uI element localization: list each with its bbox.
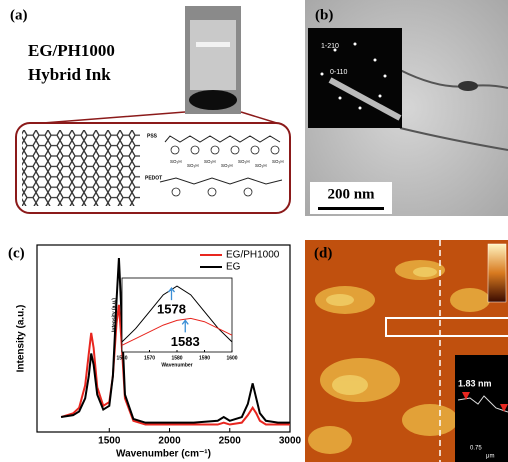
y-axis-label: Intensity (a.u.) [111, 298, 117, 332]
profile-tick: 0.75 [470, 446, 482, 452]
figure: (a) EG/PH1000 Hybrid Ink PSS PEDOT SO₃H S… [0, 0, 508, 462]
graphene-lattice [22, 130, 140, 206]
x-tick-label: 1570 [144, 355, 155, 361]
sulfonate-label: SO₃H [272, 159, 284, 164]
panel-label: (c) [8, 245, 25, 261]
x-tick-label: 1580 [171, 355, 182, 361]
polymer-label: PEDOT [145, 175, 162, 181]
x-tick-label: 2000 [158, 436, 181, 447]
color-bar [488, 244, 506, 302]
ink [189, 90, 237, 110]
vial-highlight [196, 42, 230, 47]
sulfonate-label: SO₃H [204, 159, 216, 164]
x-tick-label: 1590 [199, 355, 210, 361]
panel-b: 1-210 0-110 (b) 200 nm [305, 0, 508, 216]
legend-label: EG [226, 262, 241, 273]
height-label: 1.83 nm [458, 378, 492, 388]
x-axis-label: Wavenumber [161, 362, 192, 368]
scale-bar-label: 200 nm [327, 186, 375, 202]
vial-glass [190, 20, 236, 90]
x-tick-label: 2500 [219, 436, 242, 447]
x-tick-label: 1560 [116, 355, 127, 361]
sulfonate-label: SO₃H [170, 159, 182, 164]
x-tick-label: 3000 [279, 436, 302, 447]
sulfonate-label: SO₃H [221, 163, 233, 168]
diffraction-label: 1-210 [321, 43, 339, 50]
panel-label: (a) [10, 7, 28, 23]
title-line: EG/PH1000 [28, 41, 115, 60]
sulfonate-label: SO₃H [255, 163, 267, 168]
diffraction-label: 0-110 [330, 69, 347, 76]
annotation: 1583 [171, 334, 200, 349]
fold [458, 81, 478, 91]
polymer-label: PSS [147, 133, 158, 139]
y-axis-label: Intensity (a.u.) [16, 305, 27, 373]
x-tick-label: 1500 [98, 436, 121, 447]
x-axis-label: Wavenumber (cm⁻¹) [116, 449, 211, 460]
scale-bar [318, 207, 384, 210]
sulfonate-label: SO₃H [187, 163, 199, 168]
panel-label: (b) [315, 7, 333, 23]
legend-label: EG/PH1000 [226, 250, 280, 261]
x-tick-label: 1600 [226, 355, 237, 361]
profile-unit: μm [486, 454, 494, 460]
panel-label: (d) [314, 245, 332, 261]
panel-d: 1.83 nm 0.75 μm (d) [305, 240, 508, 462]
panel-a: (a) EG/PH1000 Hybrid Ink PSS PEDOT SO₃H S… [10, 6, 290, 213]
sulfonate-label: SO₃H [238, 159, 250, 164]
title-line: Hybrid Ink [28, 65, 111, 84]
panel-c: (c) 1500 2000 2500 3000 Wavenumber (cm⁻¹) Int… [8, 245, 302, 460]
annotation: 1578 [157, 302, 186, 317]
